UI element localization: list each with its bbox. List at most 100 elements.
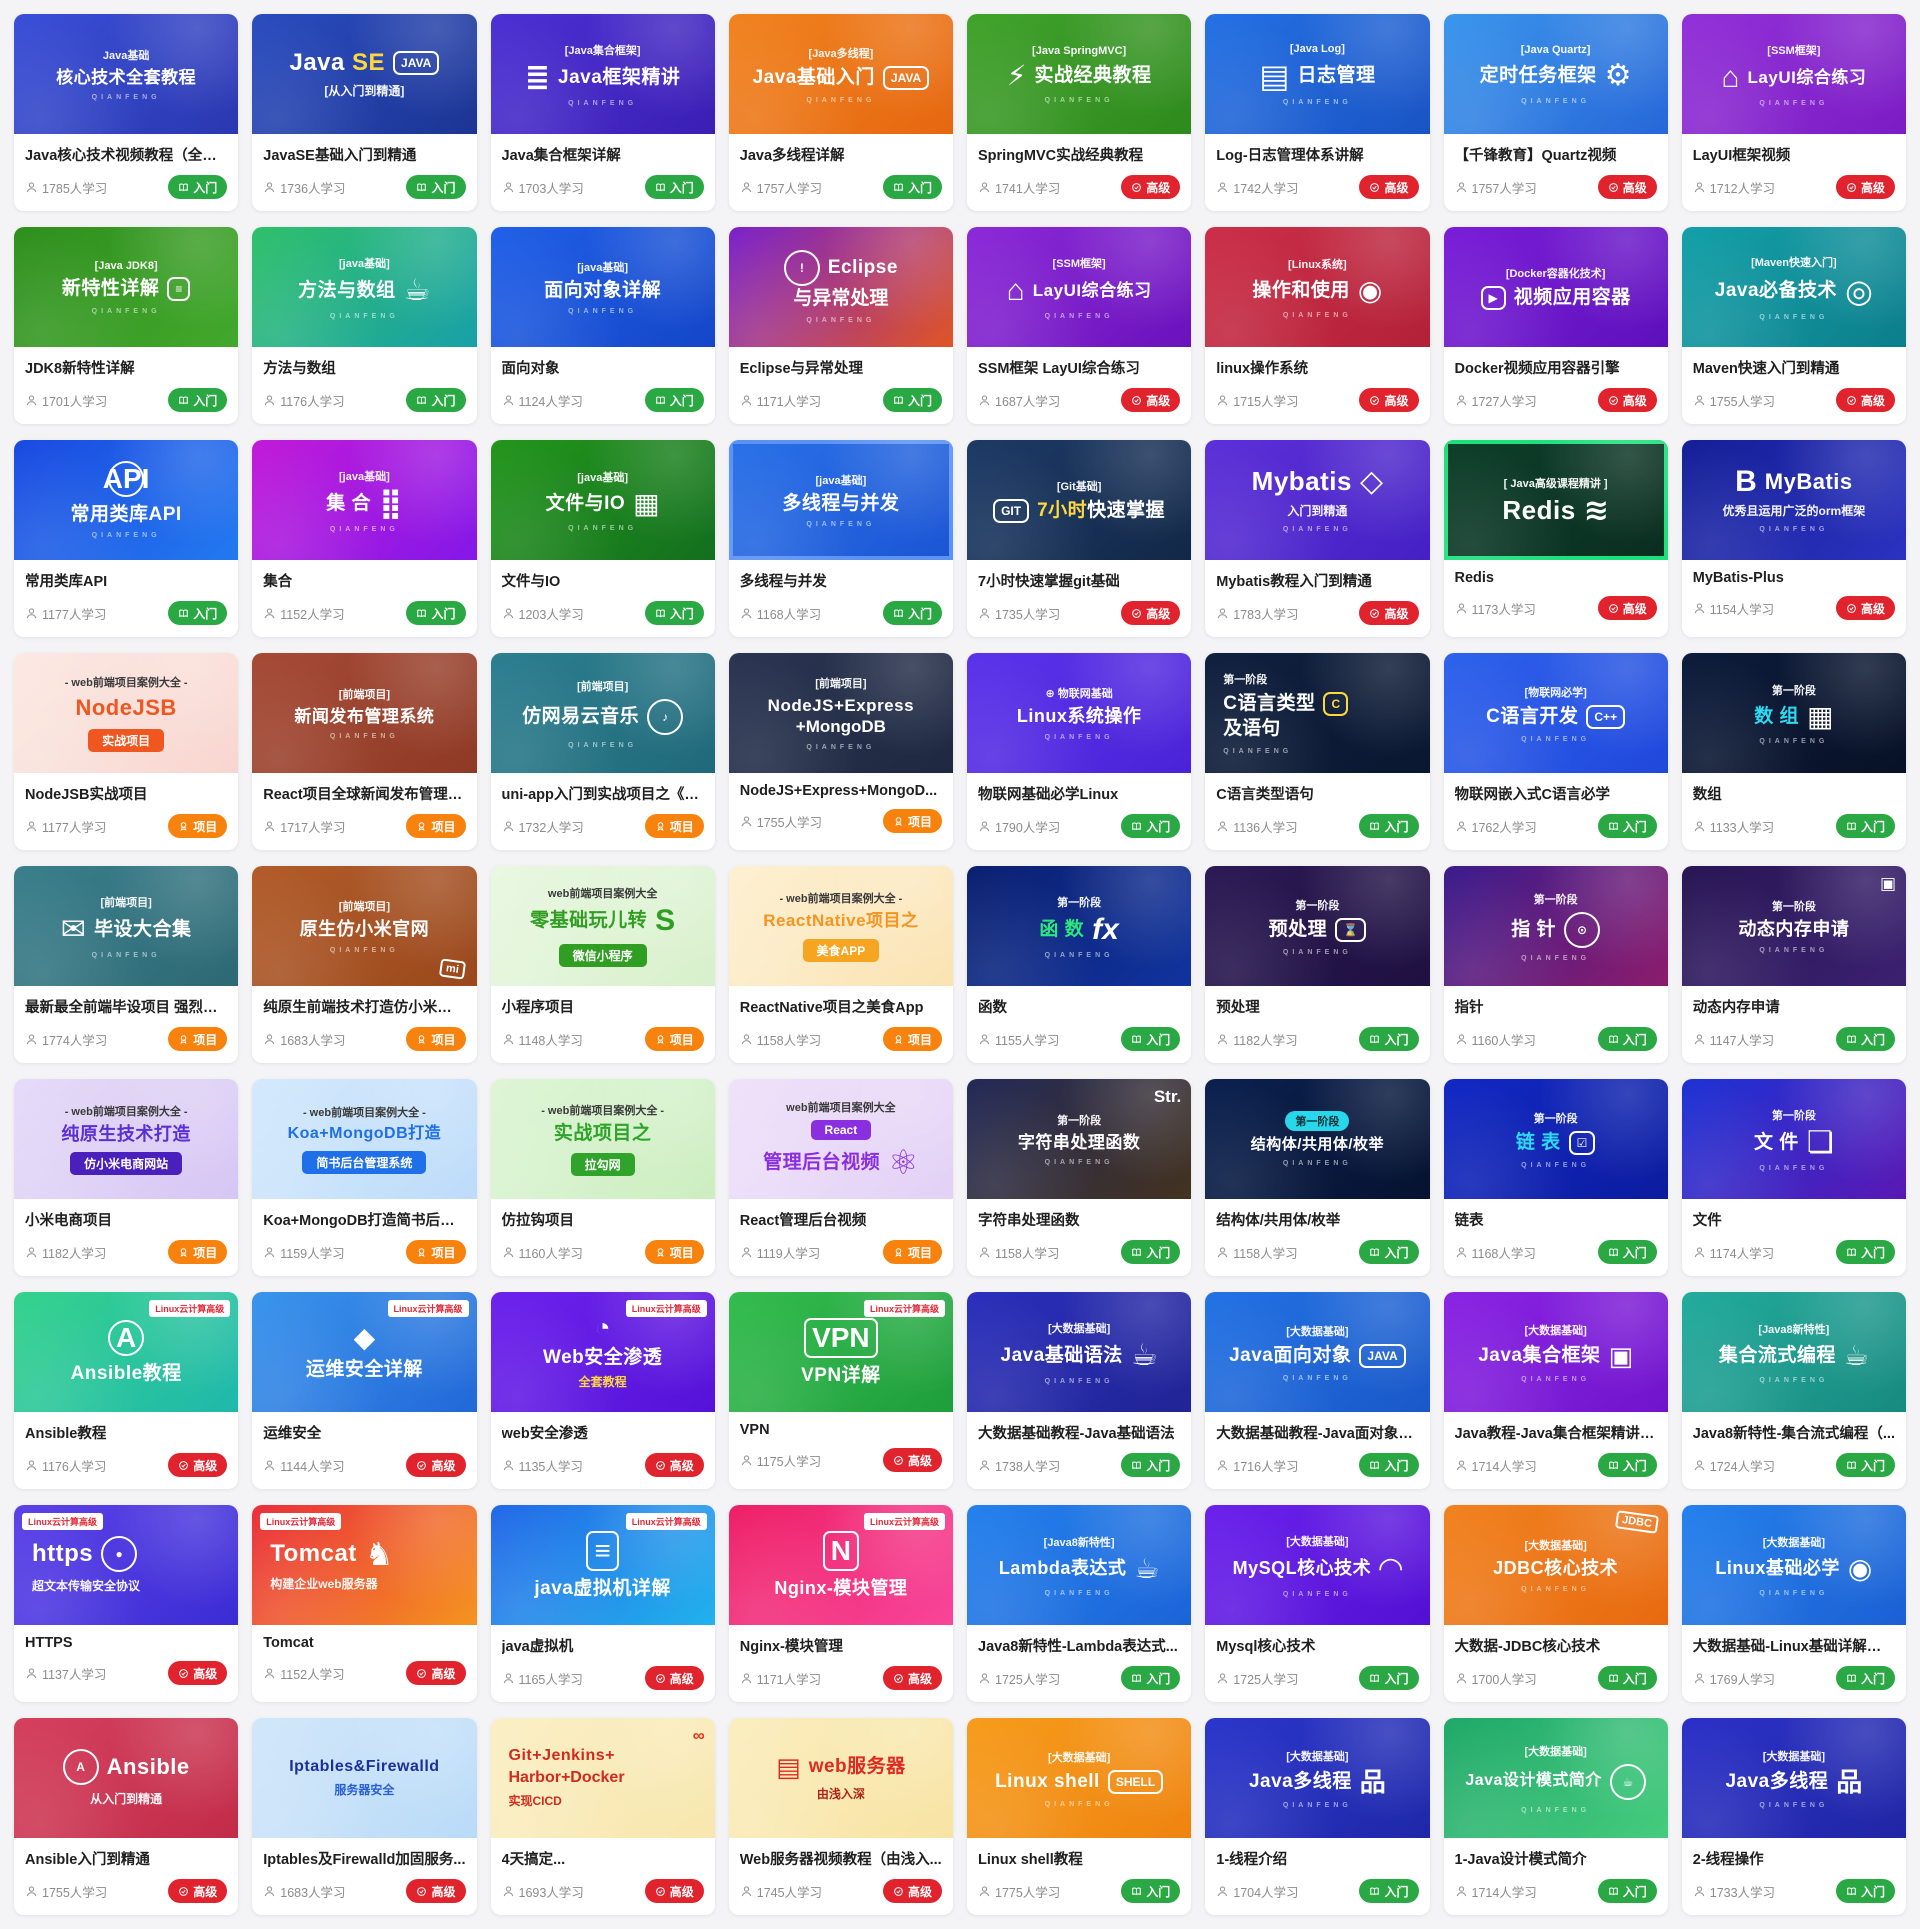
course-card[interactable]: [ Java高级课程精讲 ] Redis ≋ Redis 1173人学习 [1443, 440, 1668, 637]
course-card[interactable]: [大数据基础] Linux基础必学 ◉ QIANFENG 大数据基础-Linux… [1681, 1505, 1906, 1702]
course-card[interactable]: - web前端项目案例大全 - 实战项目之 拉勾网 仿拉钩项目 1160人学习 [490, 1079, 715, 1276]
course-card[interactable]: [Java SpringMVC] ⚡ 实战经典教程 QIANFENG Spring… [967, 14, 1192, 211]
course-card[interactable]: 第一阶段 预处理 ⌛ QIANFENG 预处理 1182人学习 [1205, 866, 1430, 1063]
course-card[interactable]: - web前端项目案例大全 - Koa+MongoDB打造 简书后台管理系统 K… [252, 1079, 477, 1276]
course-title: 物联网嵌入式C语言必学 [1454, 787, 1610, 803]
course-card[interactable]: 第一阶段 指 针 ⊙ QIANFENG 指针 1160人学习 [1443, 866, 1668, 1063]
course-card[interactable]: B MyBatis 优秀且运用广泛的orm框架 QIANFENG MyBatis-… [1681, 440, 1906, 637]
course-card[interactable]: [大数据基础] Linux shell SHELL QIANFENG Linux… [967, 1718, 1192, 1915]
learner-count: 1152人学习 [263, 604, 345, 623]
course-card[interactable]: ! Eclipse 与异常处理 QIANFENG Eclipse与异常处理 117… [728, 227, 953, 424]
course-card[interactable]: ▤ web服务器 由浅入深 Web服务器视频教程（由浅入... 1745人学习 高… [728, 1718, 953, 1915]
course-card[interactable]: Linux云计算高级 N Nginx-模块管理 Nginx-模块管理 1171人… [728, 1505, 953, 1702]
course-card[interactable]: [Java多线程] Java基础入门 JAVA QIANFENG Java多线程… [728, 14, 953, 211]
course-card[interactable]: [前端项目] NodeJS+Express +MongoDB QIANFENG … [728, 653, 953, 850]
course-info: Java教程-Java集合框架精讲（... 1714人学习 入门 [1444, 1412, 1668, 1489]
course-card[interactable]: 第一阶段 链 表 ☑ QIANFENG 链表 1168人学习 [1443, 1079, 1668, 1276]
course-card[interactable]: 第一阶段 结构体/共用体/枚举 QIANFENG 结构体/共用体/枚举 1158… [1205, 1079, 1430, 1276]
course-card[interactable]: [Java Log] ▤ 日志管理 QIANFENG Log-日志管理体系讲解 1… [1205, 14, 1430, 211]
course-card[interactable]: Mybatis ◇ 入门到精通 QIANFENG Mybatis教程入门到精通 … [1205, 440, 1430, 637]
course-meta: 1168人学习 入门 [1455, 1240, 1657, 1264]
course-card[interactable]: A Ansible 从入门到精通 Ansible入门到精通 1755人学习 高级 [14, 1718, 239, 1915]
course-card[interactable]: - web前端项目案例大全 - NodeJSB 实战项目 NodeJSB实战项目… [14, 653, 239, 850]
course-card[interactable]: [前端项目] ✉ 毕设大合集 QIANFENG 最新最全前端毕设项目 强烈建...… [14, 866, 239, 1063]
course-card[interactable]: [Java JDK8] 新特性详解 ≡ QIANFENG JDK8新特性详解 1… [14, 227, 239, 424]
course-card[interactable]: Linux云计算高级 ◔ Web安全渗透 全套教程 web安全渗透 1135人学… [490, 1292, 715, 1489]
course-card[interactable]: JDBC [大数据基础] JDBC核心技术 QIANFENG 大数据-JDBC核… [1443, 1505, 1668, 1702]
course-card[interactable]: Linux云计算高级 VPN VPN详解 VPN 1175人学习 [728, 1292, 953, 1489]
course-card[interactable]: [Java8新特性] 集合流式编程 ☕ QIANFENG Java8新特性-集合… [1681, 1292, 1906, 1489]
level-badge: 入门 [1121, 1666, 1181, 1690]
course-card[interactable]: Linux云计算高级 Tomcat ♞ 构建企业web服务器 Tomcat 11… [252, 1505, 477, 1702]
course-card[interactable]: 第一阶段 数 组 ▦ QIANFENG 数组 1133人学习 [1681, 653, 1906, 850]
course-card[interactable]: [大数据基础] Java面向对象 JAVA QIANFENG 大数据基础教程-J… [1205, 1292, 1430, 1489]
course-card[interactable]: Str. 第一阶段 字符串处理函数 QIANFENG 字符串处理函数 1158人… [967, 1079, 1192, 1276]
course-card[interactable]: 第一阶段 文 件 ❏ QIANFENG 文件 1174人学习 [1681, 1079, 1906, 1276]
learner-count: 1168人学习 [1455, 1243, 1536, 1262]
course-card[interactable]: [Docker容器化技术] ▶ 视频应用容器 Docker视频应用容器引擎 172… [1443, 227, 1668, 424]
course-card[interactable]: mi [前端项目] 原生仿小米官网 QIANFENG 纯原生前端技术打造仿小米电… [252, 866, 477, 1063]
seal-check-icon [894, 1673, 903, 1683]
learner-count: 1732人学习 [502, 817, 584, 836]
thumbnail-brand-text: QIANFENG [568, 308, 638, 316]
course-card[interactable]: ∞ Git+Jenkins+ Harbor+Docker 实现CICD 4天搞定… [490, 1718, 715, 1915]
medal-icon [180, 1247, 187, 1257]
course-card[interactable]: [java基础] 文件与IO ▦ QIANFENG 文件与IO 1203人学习 [490, 440, 715, 637]
course-meta: 1712人学习 高级 [1693, 175, 1895, 199]
course-card[interactable]: - web前端项目案例大全 - ReactNative项目之 美食APP Rea… [728, 866, 953, 1063]
course-card[interactable]: [大数据基础] MySQL核心技术 ◠ QIANFENG Mysql核心技术 1… [1205, 1505, 1430, 1702]
course-card[interactable]: [大数据基础] Java多线程 品 QIANFENG 1-线程介绍 1704人学… [1205, 1718, 1430, 1915]
course-card[interactable]: Linux云计算高级 https ● 超文本传输安全协议 HTTPS 1137人… [14, 1505, 239, 1702]
course-card[interactable]: ⊕ 物联网基础 Linux系统操作 QIANFENG 物联网基础必学Linux … [967, 653, 1192, 850]
course-card[interactable]: [物联网必学] C语言开发 C++ QIANFENG 物联网嵌入式C语言必学 1… [1443, 653, 1668, 850]
course-card[interactable]: Java SE JAVA [从入门到精通] JavaSE基础入门到精通 1736… [252, 14, 477, 211]
course-card[interactable]: 第一阶段 C语言类型 C 及语句 QIANFENG C语言类型语句 1136人学… [1205, 653, 1430, 850]
course-title: Ansible入门到精通 [25, 1852, 150, 1868]
course-card[interactable]: [大数据基础] Java基础语法 ☕ QIANFENG 大数据基础教程-Java… [967, 1292, 1192, 1489]
course-card[interactable]: [SSM框架] ⌂ LayUI综合练习 QIANFENG LayUI框架视频 17… [1681, 14, 1906, 211]
course-info: 集合 1152人学习 入门 [252, 560, 476, 637]
thumbnail-brand-text: QIANFENG [1044, 312, 1114, 320]
thumbnail-subtitle: 构建企业web服务器 [270, 1577, 378, 1591]
course-card[interactable]: [SSM框架] ⌂ LayUI综合练习 QIANFENG SSM框架 LayUI综… [967, 227, 1192, 424]
course-card[interactable]: [java基础] 集 合 ⣿ QIANFENG 集合 1152人学习 [252, 440, 477, 637]
course-card[interactable]: ▣ 第一阶段 动态内存申请 QIANFENG 动态内存申请 1147人学习 [1681, 866, 1906, 1063]
thumbnail-title-row: Java SE JAVA [289, 49, 440, 77]
course-card[interactable]: [Git基础] GIT 7小时快速掌握 7小时快速掌握git基础 1735人学习 [967, 440, 1192, 637]
course-card[interactable]: Linux云计算高级 A Ansible教程 Ansible教程 1176人学习 [14, 1292, 239, 1489]
course-card[interactable]: [前端项目] 新闻发布管理系统 QIANFENG React项目全球新闻发布管理… [252, 653, 477, 850]
course-meta: 1168人学习 入门 [740, 601, 942, 625]
thumbnail-title-row: Java基础语法 ☕ [1001, 1340, 1158, 1371]
course-card[interactable]: [Linux系统] 操作和使用 ◉ QIANFENG linux操作系统 171… [1205, 227, 1430, 424]
course-card[interactable]: API 常用类库API QIANFENG 常用类库API 1177人学习 入门 [14, 440, 239, 637]
course-thumbnail: A Ansible 从入门到精通 [14, 1718, 239, 1838]
course-card[interactable]: web前端项目案例大全 React 管理后台视频 ⚛ React管理后台视频 1… [728, 1079, 953, 1276]
course-card[interactable]: 第一阶段 函 数 fx QIANFENG 函数 1155人学习 [967, 866, 1192, 1063]
course-card[interactable]: Iptables&Firewalld 服务器安全 Iptables及Firewa… [252, 1718, 477, 1915]
course-meta: 1704人学习 入门 [1216, 1879, 1419, 1903]
course-card[interactable]: Linux云计算高级 ◆ 运维安全详解 运维安全 1144人学习 [252, 1292, 477, 1489]
course-card[interactable]: [大数据基础] Java设计模式简介 ☕ QIANFENG 1-Java设计模式… [1443, 1718, 1668, 1915]
learner-count-text: 1717人学习 [280, 820, 346, 835]
course-card[interactable]: [java基础] 方法与数组 ☕ QIANFENG 方法与数组 1176人学习 [252, 227, 477, 424]
course-title: 小程序项目 [501, 1000, 575, 1016]
course-card[interactable]: [Java8新特性] Lambda表达式 ☕ QIANFENG Java8新特性… [967, 1505, 1192, 1702]
person-icon [26, 607, 37, 618]
course-card[interactable]: [Maven快速入门] Java必备技术 ◎ QIANFENG Maven快速入… [1681, 227, 1906, 424]
course-card[interactable]: [Java集合框架] ≣ Java框架精讲 QIANFENG Java集合框架详解… [490, 14, 715, 211]
thumbnail-tag: - web前端项目案例大全 - [64, 677, 188, 690]
course-card[interactable]: [Java Quartz] 定时任务框架 ⚙ QIANFENG 【千锋教育】Qu… [1443, 14, 1668, 211]
course-card[interactable]: Linux云计算高级 ≡ java虚拟机详解 java虚拟机 1165人学习 [490, 1505, 715, 1702]
course-card[interactable]: [大数据基础] Java集合框架 ▣ QIANFENG Java教程-Java集… [1443, 1292, 1668, 1489]
learner-count-text: 1755人学习 [1709, 394, 1776, 409]
course-card[interactable]: Java基础 核心技术全套教程 QIANFENG Java核心技术视频教程（全套… [14, 14, 239, 211]
learner-count: 1687人学习 [978, 391, 1060, 410]
course-card[interactable]: [大数据基础] Java多线程 品 QIANFENG 2-线程操作 1733人学… [1681, 1718, 1906, 1915]
course-meta: 1755人学习 高级 [25, 1879, 228, 1903]
course-card[interactable]: [java基础] 多线程与并发 QIANFENG 多线程与并发 1168人学习 [728, 440, 953, 637]
course-card[interactable]: - web前端项目案例大全 - 纯原生技术打造 仿小米电商网站 小米电商项目 1… [14, 1079, 239, 1276]
thumbnail-brand-text: QIANFENG [1759, 1164, 1829, 1172]
course-card[interactable]: [前端项目] 仿网易云音乐 ♪ QIANFENG uni-app入门到实战项目之… [490, 653, 715, 850]
course-card[interactable]: [java基础] 面向对象详解 QIANFENG 面向对象 1124人学习 [490, 227, 715, 424]
course-card[interactable]: web前端项目案例大全 零基础玩儿转 S 微信小程序 小程序项目 1148人学习 [490, 866, 715, 1063]
